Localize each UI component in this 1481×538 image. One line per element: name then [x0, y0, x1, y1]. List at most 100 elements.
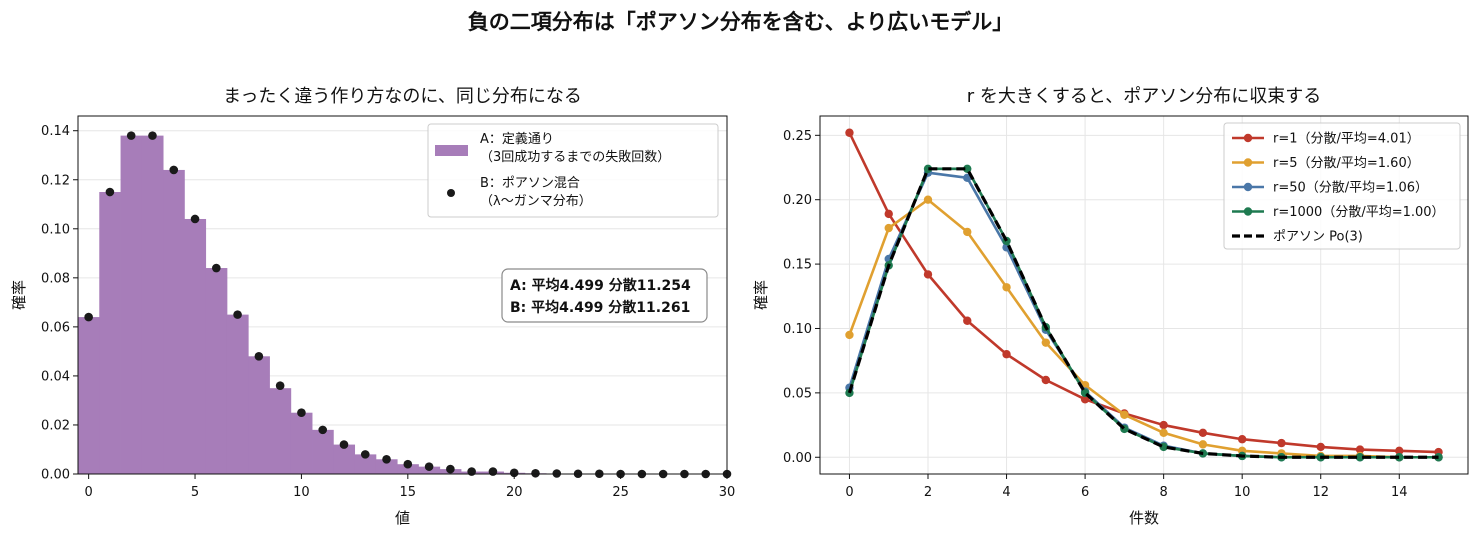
data-point	[126, 131, 136, 140]
data-point	[531, 468, 540, 478]
legend-label-b-line2: （λ〜ガンマ分布）	[480, 194, 592, 209]
right-chart-title: r を大きくすると、ポアソン分布に収束する	[967, 86, 1321, 107]
legend-marker	[1243, 133, 1253, 143]
right-chart-frame	[819, 115, 1469, 475]
series-point	[1198, 440, 1208, 449]
figure-suptitle: 負の二項分布は「ポアソン分布を含む、より広いモデル」	[467, 10, 1014, 34]
data-point	[275, 381, 285, 391]
right-legend-box	[1223, 122, 1461, 250]
data-point	[190, 214, 200, 224]
series-point	[1002, 283, 1011, 292]
series-point	[845, 330, 854, 340]
legend-point-swatch	[447, 189, 455, 197]
series-point	[1277, 438, 1286, 448]
y-tick-label: 0.10	[783, 322, 812, 337]
left-chart-legend: A：定義通り （3回成功するまでの失敗回数） B：ポアソン混合 （λ〜ガンマ分布…	[427, 123, 719, 218]
bar	[163, 169, 185, 475]
x-tick-label: 6	[1081, 485, 1089, 500]
series-point	[1395, 446, 1404, 456]
y-tick-label: 0.15	[783, 258, 812, 273]
series-point	[1237, 435, 1247, 444]
x-tick-label: 10	[293, 485, 310, 500]
y-tick-label: 0.08	[41, 271, 70, 286]
data-point	[105, 187, 115, 197]
left-chart-ylabel: 確率	[10, 280, 28, 310]
left-chart-y-ticks: 0.00 0.02 0.04 0.06 0.08 0.10 0.12 0.14	[41, 124, 78, 483]
series-point	[923, 270, 933, 279]
right-chart-ylabel: 確率	[752, 280, 770, 310]
data-point	[382, 454, 391, 464]
bar	[312, 429, 334, 474]
data-point	[233, 310, 242, 319]
left-chart-title: まったく違う作り方なのに、同じ分布になる	[223, 86, 582, 107]
x-tick-label: 12	[1312, 485, 1329, 500]
right-chart-legend: r=1（分散/平均=4.01） r=5（分散/平均=1.60） r=50（分散/平均…	[1223, 122, 1461, 250]
y-tick-label: 0.00	[41, 468, 70, 483]
series-point	[845, 128, 854, 137]
series-point	[1080, 395, 1090, 404]
legend-marker	[1243, 207, 1253, 216]
series-point	[884, 209, 893, 219]
legend-label: r=1（分散/平均=4.01）	[1273, 132, 1420, 147]
bar	[248, 356, 270, 474]
left-chart-annotation: A: 平均4.499 分散11.254 B: 平均4.499 分散11.261	[501, 268, 708, 323]
left-chart-xlabel: 値	[395, 509, 410, 527]
data-point	[488, 467, 498, 476]
y-tick-label: 0.10	[41, 222, 70, 237]
bar	[375, 459, 398, 474]
y-tick-label: 0.05	[783, 386, 812, 401]
x-tick-label: 25	[612, 485, 629, 500]
left-chart-frame	[77, 115, 728, 475]
x-tick-label: 0	[84, 485, 92, 500]
series-point	[1395, 453, 1404, 462]
legend-label: r=50（分散/平均=1.06）	[1273, 181, 1428, 196]
x-tick-label: 14	[1391, 485, 1408, 500]
left-legend-box	[427, 123, 719, 218]
right-chart-y-ticks: 0.00 0.05 0.10 0.15 0.20 0.25	[783, 129, 820, 466]
right-chart-x-ticks: 0 2 4 6 8 10 12 14	[845, 474, 1408, 500]
series-point	[1041, 338, 1051, 347]
legend-bar-swatch	[435, 145, 468, 156]
series-point	[963, 316, 972, 325]
series-point	[1120, 410, 1129, 419]
left-chart: まったく違う作り方なのに、同じ分布になる 0 5 10 15 20 25 30 0.000.…	[10, 86, 735, 527]
annotation-line-a: A: 平均4.499 分散11.254	[510, 277, 691, 294]
series-point	[884, 223, 893, 233]
x-tick-label: 8	[1159, 485, 1167, 500]
series-line	[847, 167, 1439, 459]
series-point	[923, 195, 933, 204]
y-tick-label: 0.06	[41, 320, 70, 335]
annotation-line-b: B: 平均4.499 分散11.261	[510, 299, 690, 316]
series-point	[1159, 428, 1168, 437]
legend-label: ポアソン Po(3)	[1273, 230, 1363, 245]
x-tick-label: 0	[845, 485, 853, 500]
x-tick-label: 2	[924, 485, 932, 500]
y-tick-label: 0.04	[41, 369, 70, 384]
data-point	[424, 462, 434, 471]
bar	[269, 388, 292, 474]
legend-marker	[1243, 182, 1253, 192]
bar	[333, 444, 356, 474]
series-point	[1355, 453, 1365, 462]
x-tick-label: 10	[1234, 485, 1251, 500]
series-point	[963, 164, 972, 173]
series-point	[963, 227, 972, 237]
legend-label-a-line1: A：定義通り	[480, 131, 554, 147]
bar	[205, 268, 228, 474]
x-tick-label: 4	[1002, 485, 1010, 500]
y-tick-label: 0.20	[783, 193, 812, 208]
data-point	[509, 468, 519, 478]
x-tick-label: 15	[400, 485, 417, 500]
y-tick-label: 0.02	[41, 418, 70, 433]
series-point	[1041, 375, 1051, 385]
bar	[78, 317, 100, 474]
data-point	[254, 352, 264, 361]
bar	[184, 218, 207, 474]
right-chart-lines	[845, 128, 1443, 462]
data-point	[148, 131, 157, 140]
series-point	[1002, 350, 1011, 359]
series-line	[848, 132, 1439, 454]
bar	[99, 192, 121, 474]
data-point	[467, 467, 476, 476]
series-point	[1316, 442, 1325, 452]
